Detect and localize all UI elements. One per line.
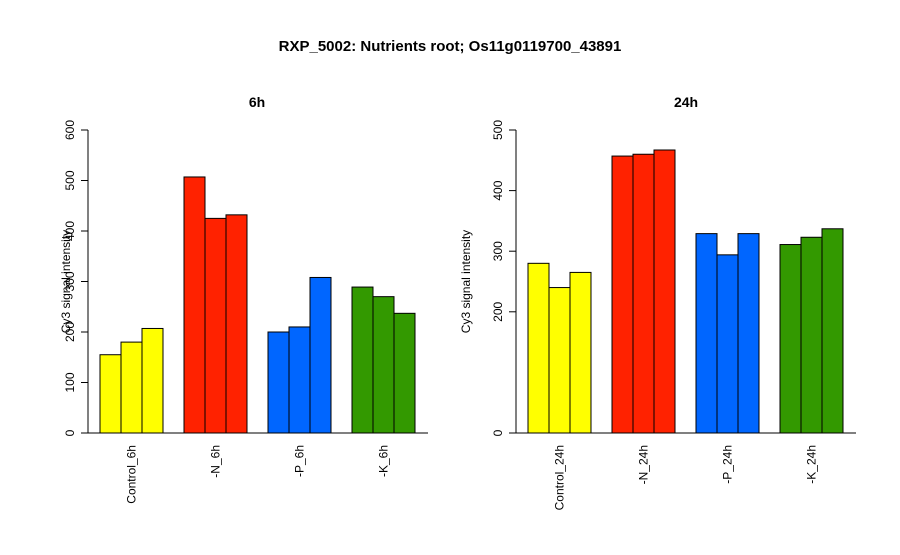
bar--N_24h-2 — [632, 153, 655, 434]
x-category-label: -P_24h — [721, 445, 735, 484]
chart-panel-1: 24h Cy3 signal intensity 0 200 300 400 500 Cont… — [459, 94, 856, 510]
bar--N_24h-1 — [611, 155, 634, 434]
bar--N_6h-1 — [183, 176, 206, 434]
y-tick-label: 400 — [491, 180, 505, 200]
bar--K_6h-1 — [351, 286, 374, 434]
bar--P_24h-3 — [737, 233, 760, 434]
y-tick-label: 0 — [491, 429, 505, 436]
panel-title: 6h — [249, 94, 265, 110]
bar-Control_24h-3 — [569, 271, 592, 434]
x-category-label: -K_6h — [377, 445, 391, 477]
bar-Control_6h-2 — [120, 341, 143, 434]
bar--P_24h-2 — [716, 254, 739, 434]
x-category-label: -N_24h — [637, 445, 651, 484]
bar--P_24h-1 — [695, 233, 718, 434]
bar--K_24h-3 — [821, 228, 844, 434]
y-tick-label: 500 — [491, 120, 505, 140]
panel-title: 24h — [674, 94, 698, 110]
y-tick-label: 100 — [63, 372, 77, 392]
y-tick-label: 500 — [63, 170, 77, 190]
y-axis-label: Cy3 signal intensity — [59, 230, 73, 333]
y-axis-label: Cy3 signal intensity — [459, 230, 473, 333]
bar-Control_6h-3 — [141, 327, 164, 434]
y-tick-label: 600 — [63, 120, 77, 140]
y-tick-label: 300 — [491, 241, 505, 261]
bar-Control_24h-1 — [527, 262, 550, 434]
x-category-label: -K_24h — [805, 445, 819, 484]
x-category-label: Control_24h — [553, 445, 567, 510]
bar--K_6h-2 — [372, 296, 395, 434]
y-tick-label: 200 — [491, 301, 505, 321]
bar-Control_24h-2 — [548, 287, 571, 434]
y-tick-label: 200 — [63, 322, 77, 342]
chart-panel-0: 6h Cy3 signal intensity 0 100 200 300 400 500 60… — [59, 94, 428, 504]
bar--N_6h-2 — [204, 217, 227, 434]
bar--K_6h-3 — [393, 312, 416, 434]
bar--N_6h-3 — [225, 214, 248, 434]
y-tick-label: 400 — [63, 221, 77, 241]
bar--P_6h-1 — [267, 331, 290, 434]
bar--K_24h-1 — [779, 244, 802, 434]
x-category-label: -P_6h — [293, 445, 307, 477]
bar-Control_6h-1 — [99, 354, 122, 434]
bar--P_6h-3 — [309, 276, 332, 434]
x-category-label: Control_6h — [125, 445, 139, 504]
y-tick-label: 0 — [63, 429, 77, 436]
bar--N_24h-3 — [653, 149, 676, 434]
bar--P_6h-2 — [288, 326, 311, 434]
y-tick-label: 300 — [63, 271, 77, 291]
bar--K_24h-2 — [800, 236, 823, 434]
x-category-label: -N_6h — [209, 445, 223, 478]
figure-title: RXP_5002: Nutrients root; Os11g0119700_4… — [278, 38, 622, 55]
